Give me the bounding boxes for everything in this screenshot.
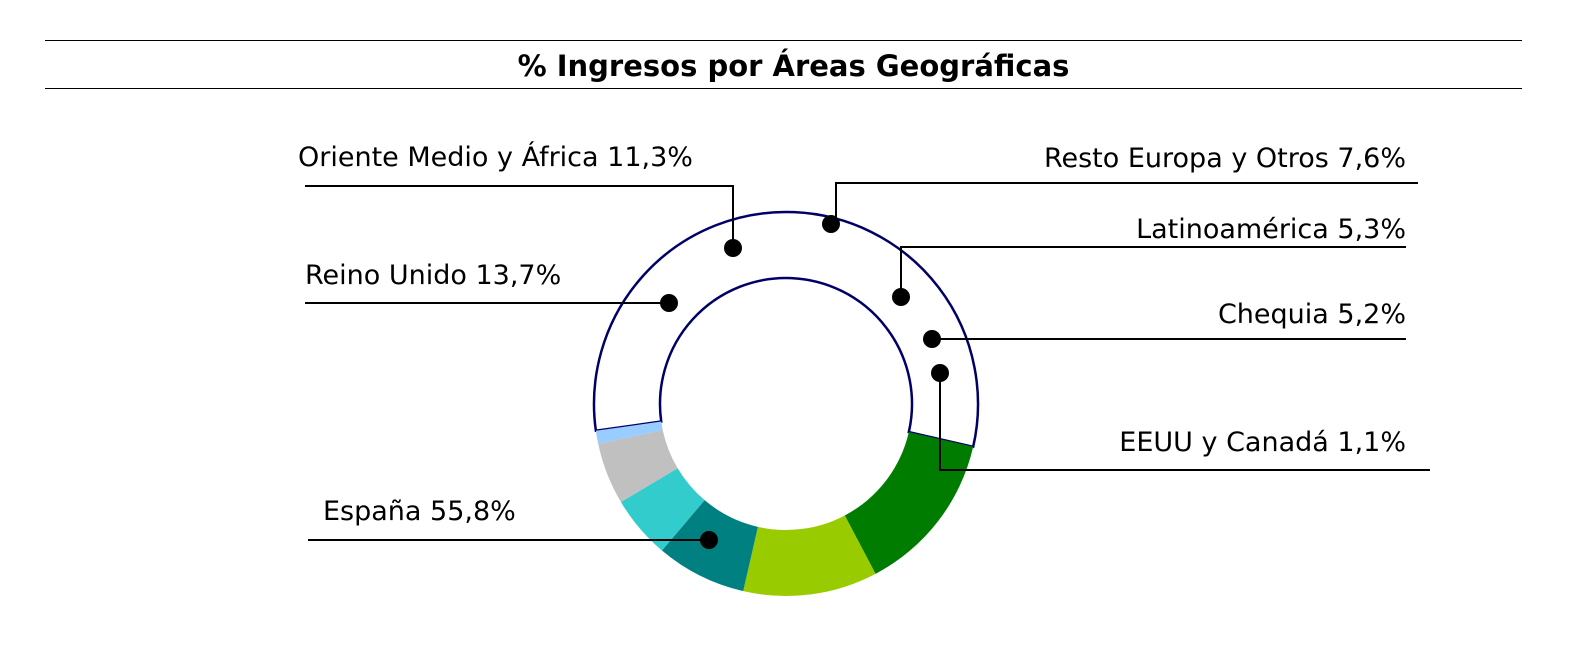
data-label-reino-unido: Reino Unido 13,7% (305, 260, 561, 291)
data-label-resto-europa-y-otros: Resto Europa y Otros 7,6% (1044, 143, 1406, 174)
title-rule-top (45, 40, 1522, 41)
chart-title: % Ingresos por Áreas Geográficas (517, 49, 1070, 83)
leader-line-latinoamerica (900, 246, 1406, 297)
data-label-espana: España 55,8% (323, 496, 516, 527)
leader-dot-resto-europa-y-otros (822, 215, 840, 233)
leader-dot-latinoamerica (892, 288, 910, 306)
data-label-oriente-medio-y-africa: Oriente Medio y África 11,3% (298, 141, 693, 173)
slice-oriente-medio-y-africa (743, 515, 876, 597)
data-label-latinoamerica: Latinoamérica 5,3% (1136, 214, 1406, 245)
slice-chequia (598, 430, 678, 502)
leader-line-resto-europa-y-otros (835, 182, 1418, 224)
leader-dot-chequia (923, 330, 941, 348)
slice-eeuu-y-canada (595, 421, 663, 444)
leader-line-oriente-medio-y-africa (305, 185, 734, 248)
data-label-chequia: Chequia 5,2% (1218, 299, 1406, 330)
leader-line-eeuu-y-canada (939, 373, 1430, 471)
leader-dot-eeuu-y-canada (931, 364, 949, 382)
title-rule-bottom (45, 88, 1522, 89)
leader-dot-espana (700, 531, 718, 549)
leader-dot-oriente-medio-y-africa (724, 239, 742, 257)
slice-reino-unido (844, 432, 974, 574)
leader-dot-reino-unido (660, 294, 678, 312)
slice-espana (592, 210, 980, 449)
data-label-eeuu-y-canada: EEUU y Canadá 1,1% (1119, 427, 1406, 458)
slice-latinoamerica (620, 468, 705, 551)
